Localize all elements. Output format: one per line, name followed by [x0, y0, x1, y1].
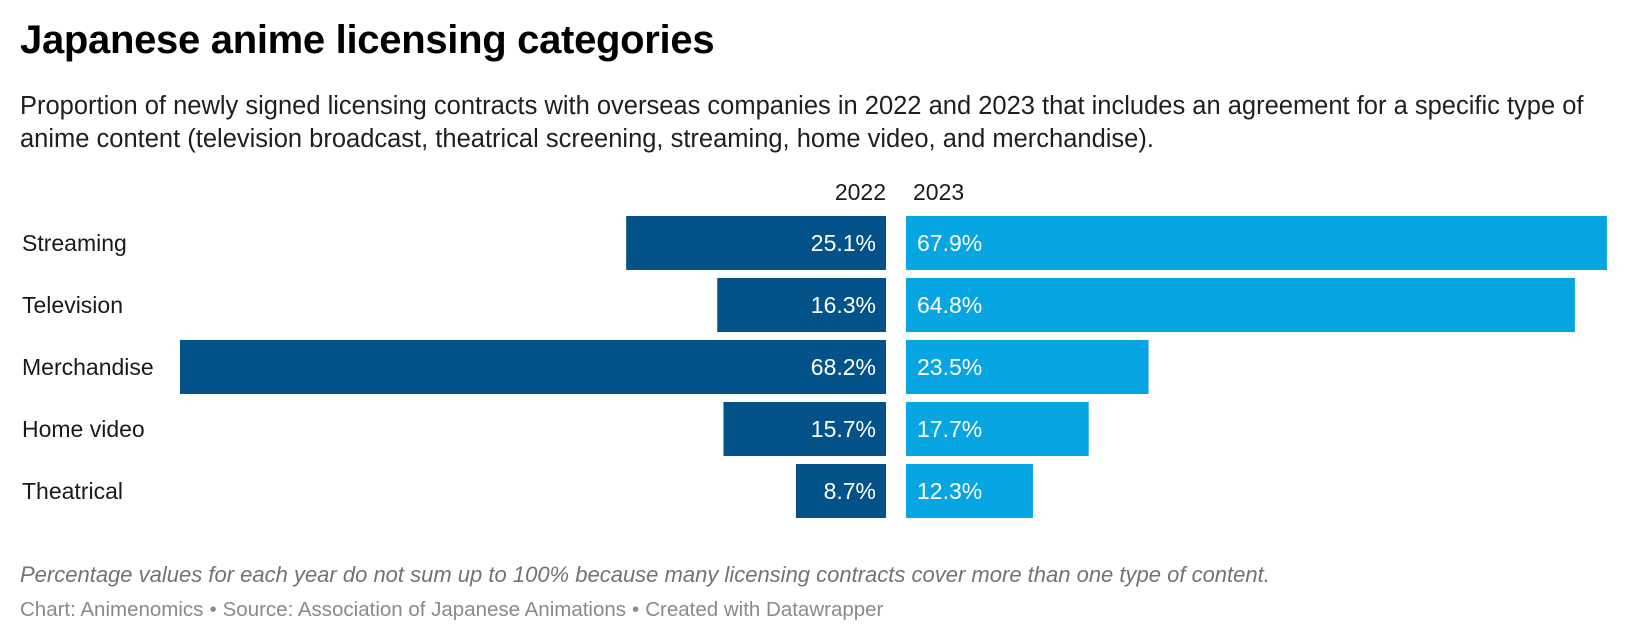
chart-footer: Chart: Animenomics • Source: Association o…: [20, 598, 883, 622]
bar-2022-home-video: [723, 402, 886, 456]
chart-note: Percentage values for each year do not s…: [20, 562, 1270, 587]
bar-2022-television: [717, 278, 886, 332]
source-credit: Source: Association of Japanese Animatio…: [222, 598, 627, 621]
bar-2023-home-video: [906, 402, 1089, 456]
category-label-home-video: Home video: [22, 416, 145, 442]
value-label-2023-television: 64.8%: [917, 292, 982, 318]
category-label-theatrical: Theatrical: [22, 478, 123, 504]
series-header-2022: 2022: [835, 179, 886, 205]
bar-2022-merchandise: [180, 340, 886, 394]
bar-2023-streaming: [906, 216, 1607, 270]
value-label-2022-home-video: 15.7%: [811, 416, 876, 442]
value-label-2023-merchandise: 23.5%: [917, 354, 982, 380]
series-header-2023: 2023: [913, 179, 964, 205]
chart-credit: Chart: Animenomics: [20, 598, 204, 621]
value-label-2022-merchandise: 68.2%: [811, 354, 876, 380]
category-label-streaming: Streaming: [22, 230, 127, 256]
value-label-2023-streaming: 67.9%: [917, 230, 982, 256]
value-label-2023-home-video: 17.7%: [917, 416, 982, 442]
category-label-merchandise: Merchandise: [22, 354, 154, 380]
bar-2022-streaming: [626, 216, 886, 270]
datawrapper-credit: Created with Datawrapper: [645, 598, 884, 621]
footer-separator: •: [209, 598, 217, 621]
value-label-2022-streaming: 25.1%: [811, 230, 876, 256]
chart-title: Japanese anime licensing categories: [20, 18, 715, 62]
chart-subtitle: Proportion of newly signed licensing con…: [20, 92, 1584, 153]
category-label-television: Television: [22, 292, 123, 318]
bar-2023-merchandise: [906, 340, 1149, 394]
value-label-2023-theatrical: 12.3%: [917, 478, 982, 504]
value-label-2022-theatrical: 8.7%: [824, 478, 876, 504]
bar-2023-television: [906, 278, 1575, 332]
bar-2023-theatrical: [906, 464, 1033, 518]
footer-separator: •: [632, 598, 640, 621]
value-label-2022-television: 16.3%: [811, 292, 876, 318]
bar-2022-theatrical: [795, 464, 886, 518]
